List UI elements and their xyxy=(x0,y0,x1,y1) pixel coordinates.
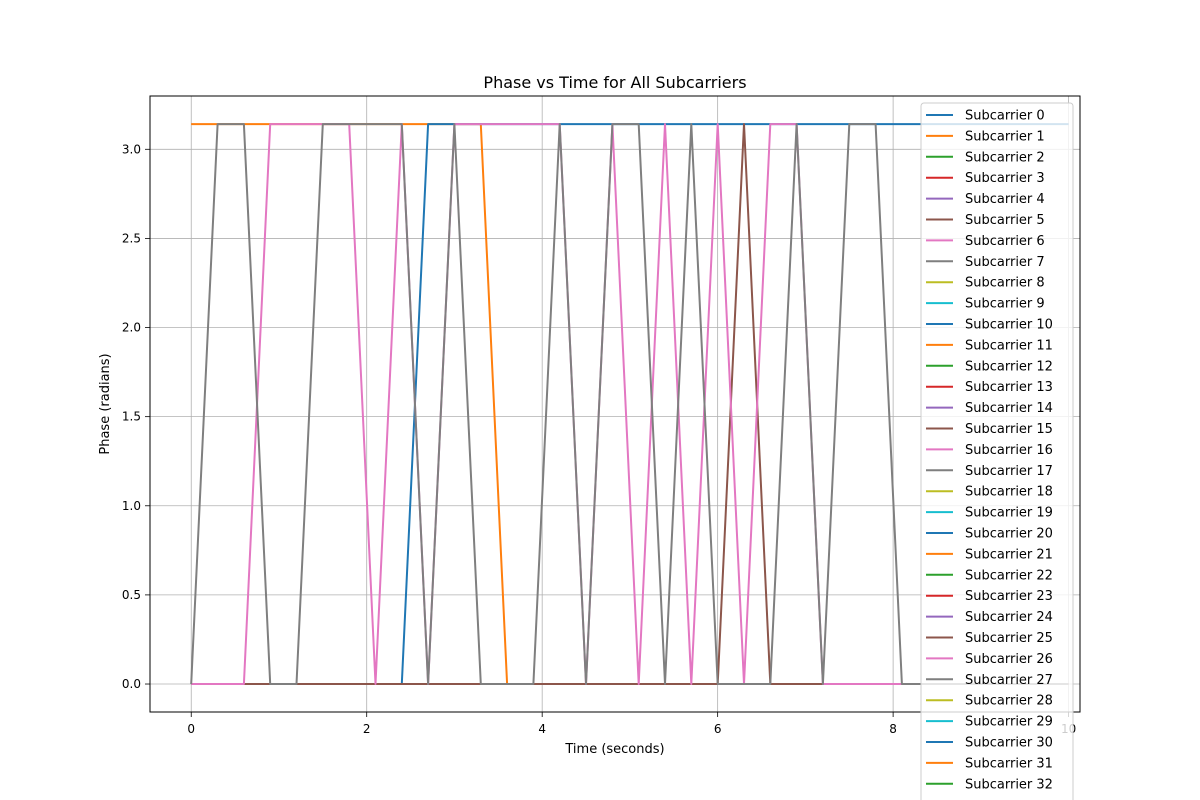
x-tick-label: 8 xyxy=(889,722,897,736)
plot-frame xyxy=(149,95,1081,713)
legend-label: Subcarrier 24 xyxy=(965,610,1053,625)
y-axis-ticks: 0.0 0.5 1.0 1.5 2.0 2.5 3.0 xyxy=(122,142,150,691)
y-tick-label: 1.5 xyxy=(122,410,141,424)
legend-label: Subcarrier 3 xyxy=(965,171,1045,186)
x-tick-label: 2 xyxy=(363,722,371,736)
y-tick-label: 2.5 xyxy=(122,231,141,245)
legend-label: Subcarrier 13 xyxy=(965,380,1053,395)
series-lines xyxy=(190,123,1069,685)
legend-label: Subcarrier 28 xyxy=(965,694,1053,709)
legend-label: Subcarrier 22 xyxy=(965,568,1053,583)
legend-box xyxy=(920,102,1074,800)
y-tick-label: 0.0 xyxy=(122,677,141,691)
legend-label: Subcarrier 29 xyxy=(965,715,1053,730)
legend-label: Subcarrier 2 xyxy=(965,150,1045,165)
legend-label: Subcarrier 15 xyxy=(965,422,1053,437)
legend-label: Subcarrier 26 xyxy=(965,652,1053,667)
legend-label: Subcarrier 12 xyxy=(965,359,1053,374)
series-line xyxy=(190,123,1069,685)
y-tick-label: 2.0 xyxy=(122,321,141,335)
x-axis-label: Time (seconds) xyxy=(564,742,664,757)
legend-label: Subcarrier 19 xyxy=(965,506,1053,521)
chart-title: Phase vs Time for All Subcarriers xyxy=(483,73,746,92)
legend-label: Subcarrier 21 xyxy=(965,547,1053,562)
legend-label: Subcarrier 23 xyxy=(965,589,1053,604)
legend: Subcarrier 0 Subcarrier 1 Subcarrier 2 Subc… xyxy=(920,102,1074,800)
legend-label: Subcarrier 32 xyxy=(965,777,1053,792)
legend-label: Subcarrier 31 xyxy=(965,756,1053,771)
legend-label: Subcarrier 6 xyxy=(965,234,1045,249)
y-tick-label: 3.0 xyxy=(122,142,141,156)
legend-label: Subcarrier 9 xyxy=(965,297,1045,312)
y-tick-label: 0.5 xyxy=(122,588,141,602)
legend-label: Subcarrier 20 xyxy=(965,527,1053,542)
legend-label: Subcarrier 16 xyxy=(965,443,1053,458)
legend-label: Subcarrier 25 xyxy=(965,631,1053,646)
legend-label: Subcarrier 4 xyxy=(965,192,1045,207)
legend-label: Subcarrier 14 xyxy=(965,401,1053,416)
legend-label: Subcarrier 10 xyxy=(965,318,1053,333)
legend-label: Subcarrier 7 xyxy=(965,255,1045,270)
legend-label: Subcarrier 11 xyxy=(965,338,1053,353)
x-tick-label: 6 xyxy=(714,722,722,736)
legend-label: Subcarrier 0 xyxy=(965,109,1045,124)
x-tick-label: 4 xyxy=(538,722,546,736)
y-axis-label: Phase (radians) xyxy=(98,353,113,454)
legend-label: Subcarrier 17 xyxy=(965,464,1053,479)
legend-label: Subcarrier 18 xyxy=(965,485,1053,500)
legend-label: Subcarrier 27 xyxy=(965,673,1053,688)
x-tick-label: 0 xyxy=(187,722,195,736)
legend-label: Subcarrier 8 xyxy=(965,276,1045,291)
legend-label: Subcarrier 1 xyxy=(965,129,1045,144)
y-tick-label: 1.0 xyxy=(122,499,141,513)
legend-label: Subcarrier 5 xyxy=(965,213,1045,228)
legend-label: Subcarrier 30 xyxy=(965,736,1053,751)
